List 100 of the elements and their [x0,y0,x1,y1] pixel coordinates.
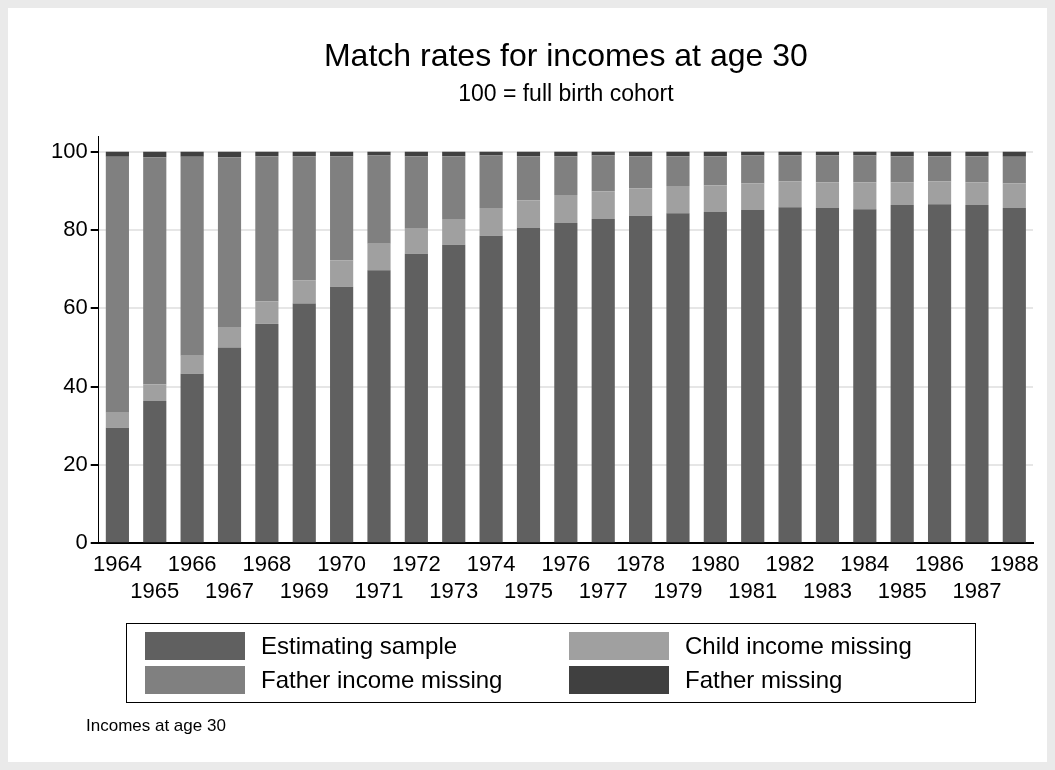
bar [629,215,653,543]
bar [479,208,503,236]
bar [666,186,690,214]
bar [629,156,653,189]
bar [965,204,989,543]
bar [554,222,578,543]
bar [479,155,503,209]
bar [703,185,727,212]
x-tick-label: 1971 [354,577,404,603]
x-tick-label: 1975 [504,577,553,603]
bar [442,219,466,245]
x-tick-label: 1984 [840,551,890,577]
bar [442,156,466,220]
bar [853,151,877,156]
bar [890,204,914,543]
bar [965,156,989,183]
bar [1002,183,1026,209]
bar [815,151,840,156]
x-tick-label: 1969 [279,577,329,603]
bar [404,156,428,229]
x-tick-label: 1977 [578,577,628,603]
x-tick-label: 1978 [616,551,666,577]
x-tick-label: 1974 [466,551,516,577]
bar [143,151,167,158]
bar [217,151,242,158]
bar [367,243,391,271]
bar [105,151,129,157]
bar [479,151,503,156]
y-tick-label: 0 [75,529,88,555]
chart-subtitle: 100 = full birth cohort [458,80,675,106]
legend-label: Child income missing [685,632,912,660]
bar [255,323,279,543]
bar [741,210,765,543]
bar [927,204,952,543]
bar [741,151,765,156]
bar [404,228,428,254]
bar [554,195,578,223]
bar [1002,156,1026,184]
bar [255,301,279,324]
bar [516,200,541,229]
bar [105,156,129,413]
bar [778,155,802,182]
x-tick-label: 1980 [690,551,740,577]
x-tick-label: 1970 [317,551,367,577]
bar [516,156,541,201]
x-tick-label: 1988 [989,551,1039,577]
x-tick-label: 1966 [167,551,217,577]
bar [330,156,354,261]
bar [853,209,877,543]
x-tick-label: 1973 [429,577,479,603]
x-tick-label: 1985 [877,577,927,603]
bar [778,151,802,156]
bar [516,228,541,543]
bar [815,208,840,543]
bar [143,157,167,385]
x-tick-label: 1983 [802,577,852,603]
bar [105,427,129,543]
bar [217,347,242,543]
x-tick-label: 1972 [391,551,441,577]
x-tick-label: 1986 [915,551,965,577]
bar [815,182,840,209]
bar [890,182,914,205]
bar [965,182,989,205]
bar [666,156,690,187]
bar [255,156,279,302]
bar [853,182,877,210]
bar [217,157,242,328]
legend-label: Father income missing [261,666,503,694]
bar [292,280,316,304]
bar [703,156,727,186]
bar [778,207,802,543]
bar [741,183,765,210]
bar [591,191,615,220]
bar [180,151,204,157]
bar [143,401,167,543]
y-tick-label: 60 [63,294,88,320]
y-tick-label: 100 [50,137,88,163]
legend-label: Estimating sample [261,632,458,660]
x-tick-label: 1987 [952,577,1002,603]
bar [1002,208,1026,543]
bar [591,155,615,192]
bar [404,253,428,543]
bar [927,181,952,205]
bar [217,327,242,348]
bar [815,155,840,183]
text: Incomes at age 30 [86,716,226,736]
bar [703,211,727,543]
bar [330,260,354,287]
x-tick-label: 1965 [130,577,180,603]
bar [105,412,129,428]
x-tick-label: 1964 [92,551,142,577]
x-tick-label: 1968 [242,551,292,577]
y-tick-label: 20 [63,450,88,476]
bar [853,155,877,183]
bar [741,155,765,184]
y-tick-label: 80 [63,216,88,242]
bar [367,155,391,244]
bar [479,235,503,543]
bar [1002,151,1026,157]
x-tick-label: 1979 [653,577,703,603]
